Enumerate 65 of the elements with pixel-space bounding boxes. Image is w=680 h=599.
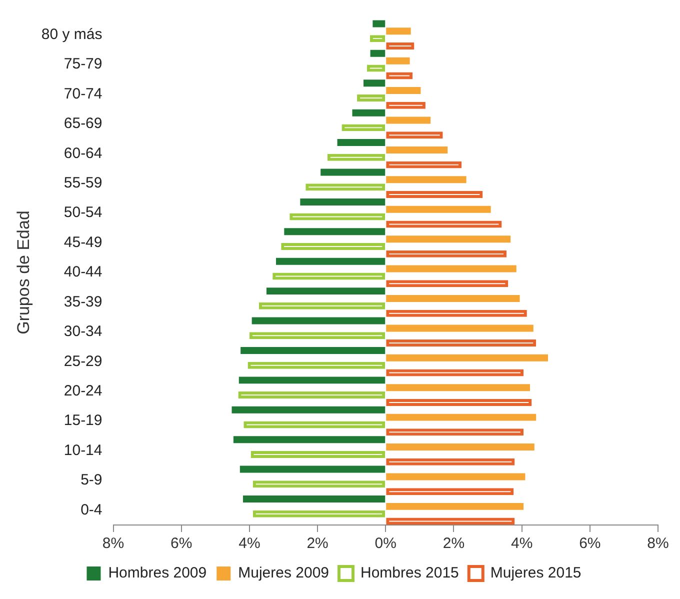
y-tick-label: 65-69 bbox=[64, 115, 102, 132]
y-tick-label: 0-4 bbox=[80, 501, 102, 518]
bar bbox=[386, 473, 526, 480]
y-tick-label: 15-19 bbox=[64, 412, 102, 430]
y-tick-label: 60-64 bbox=[64, 144, 102, 162]
bar bbox=[238, 376, 386, 384]
bar bbox=[266, 288, 386, 295]
bar bbox=[386, 295, 520, 302]
bar bbox=[300, 198, 386, 206]
bar bbox=[276, 258, 386, 265]
bar bbox=[386, 265, 516, 272]
x-tick-label: 6% bbox=[170, 535, 192, 552]
bar bbox=[284, 228, 386, 236]
y-tick-label: 45-49 bbox=[64, 234, 102, 251]
x-tick-label: 0% bbox=[374, 535, 396, 552]
y-axis-title: Grupos de Edad bbox=[14, 210, 33, 334]
bar bbox=[386, 146, 448, 154]
x-tick-label: 4% bbox=[510, 535, 533, 552]
bar bbox=[386, 176, 466, 184]
x-tick-label: 2% bbox=[306, 535, 328, 552]
bar bbox=[240, 466, 386, 473]
bar bbox=[386, 57, 410, 64]
y-tick-label: 20-24 bbox=[64, 382, 102, 400]
bar bbox=[386, 28, 411, 35]
y-tick-label: 25-29 bbox=[64, 352, 102, 370]
y-tick-label: 40-44 bbox=[64, 264, 102, 281]
x-tick-label: 4% bbox=[238, 535, 260, 552]
y-tick-label: 5-9 bbox=[80, 472, 102, 489]
bar bbox=[386, 384, 530, 392]
legend-label: Hombres 2015 bbox=[360, 564, 459, 582]
bar bbox=[233, 436, 386, 444]
bar bbox=[386, 116, 431, 124]
legend-label: Mujeres 2015 bbox=[490, 564, 582, 582]
bar bbox=[386, 354, 548, 362]
bar bbox=[337, 139, 386, 146]
y-tick-label: 55-59 bbox=[64, 174, 102, 192]
bar bbox=[232, 406, 386, 414]
bar bbox=[352, 109, 386, 116]
y-tick-label: 70-74 bbox=[64, 85, 102, 102]
y-tick-label: 75-79 bbox=[64, 56, 102, 73]
y-tick-label: 35-39 bbox=[64, 293, 102, 310]
bar bbox=[386, 206, 491, 213]
bar bbox=[386, 502, 524, 510]
bar bbox=[386, 87, 421, 94]
bar bbox=[242, 496, 386, 502]
y-tick-label: 80 y más bbox=[41, 26, 102, 43]
bar bbox=[372, 20, 386, 28]
bar bbox=[240, 346, 386, 354]
y-tick-label: 10-14 bbox=[64, 442, 102, 459]
bar bbox=[252, 317, 386, 324]
bar bbox=[370, 50, 386, 57]
bar bbox=[386, 236, 511, 243]
x-tick-label: 2% bbox=[442, 535, 465, 552]
x-tick-label: 8% bbox=[102, 535, 124, 552]
x-tick-label: 6% bbox=[579, 535, 601, 552]
bar bbox=[364, 80, 386, 87]
y-tick-label: 30-34 bbox=[64, 323, 102, 340]
x-tick-label: 8% bbox=[647, 535, 669, 552]
bar bbox=[386, 444, 534, 451]
legend-label: Mujeres 2009 bbox=[238, 564, 330, 582]
y-tick-label: 50-54 bbox=[64, 204, 102, 222]
bar bbox=[386, 324, 534, 332]
legend-label: Hombres 2009 bbox=[108, 564, 207, 582]
bar bbox=[386, 414, 536, 421]
bar bbox=[320, 168, 386, 176]
